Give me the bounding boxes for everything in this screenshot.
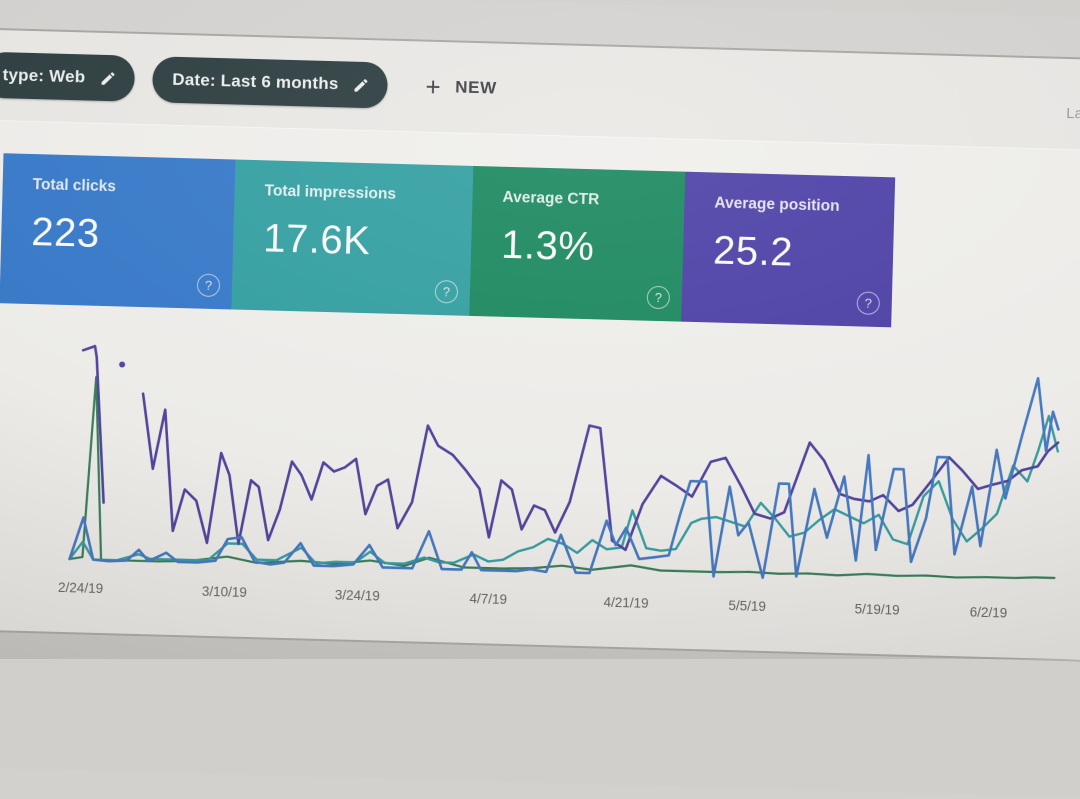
x-tick-label: 3/10/19 — [201, 583, 248, 600]
filter-chip-search-type[interactable]: type: Web — [0, 51, 135, 102]
last-updated-partial-text: La — [1066, 104, 1080, 123]
metric-card-average-position[interactable]: Average position 25.2 ? — [681, 171, 896, 328]
plus-icon: + — [425, 71, 442, 103]
x-tick-label: 3/24/19 — [334, 587, 380, 604]
x-tick-label: 5/5/19 — [728, 598, 767, 615]
edit-pencil-icon[interactable] — [352, 76, 369, 93]
metric-title: Average position — [714, 194, 840, 215]
x-tick-label: 6/2/19 — [969, 604, 1008, 621]
help-icon[interactable]: ? — [434, 279, 459, 304]
edit-pencil-icon[interactable] — [99, 69, 116, 86]
performance-chart[interactable]: 2/24/19 3/10/19 3/24/19 4/7/19 4/21/19 5/5/19… — [58, 333, 1060, 631]
series-point-position — [119, 361, 126, 368]
filter-toolbar: type: Web Date: Last 6 months + NEW La — [0, 26, 1080, 152]
help-icon[interactable]: ? — [196, 273, 221, 298]
metric-value: 17.6K — [262, 216, 371, 264]
new-filter-label: NEW — [455, 77, 497, 98]
metric-value: 25.2 — [712, 228, 794, 275]
filter-chip-date-range[interactable]: Date: Last 6 months — [151, 56, 389, 109]
x-tick-label: 5/19/19 — [854, 601, 900, 618]
filter-chip-label: type: Web — [2, 65, 86, 87]
series-line-position — [141, 392, 1060, 552]
metric-title: Total clicks — [32, 176, 117, 196]
help-icon[interactable]: ? — [646, 285, 671, 310]
x-tick-label: 2/24/19 — [57, 579, 104, 597]
metric-card-total-impressions[interactable]: Total impressions 17.6K ? — [231, 159, 474, 316]
metric-value: 223 — [30, 210, 101, 256]
metric-card-average-ctr[interactable]: Average CTR 1.3% ? — [469, 165, 686, 322]
filter-chip-label: Date: Last 6 months — [172, 69, 339, 94]
metric-title: Average CTR — [502, 188, 600, 209]
metric-card-total-clicks[interactable]: Total clicks 223 ? — [0, 153, 236, 310]
x-tick-label: 4/21/19 — [603, 594, 649, 611]
series-line-position — [81, 344, 105, 504]
metric-title: Total impressions — [264, 182, 397, 203]
help-icon[interactable]: ? — [856, 291, 881, 315]
performance-chart-svg[interactable] — [68, 333, 1060, 595]
performance-panel: Total clicks 223 ? Total impressions 17.… — [0, 118, 1080, 664]
series-line-clicks — [68, 377, 1060, 580]
x-tick-label: 4/7/19 — [469, 591, 508, 608]
metric-cards-row: Total clicks 223 ? Total impressions 17.… — [0, 153, 1080, 334]
metric-value: 1.3% — [500, 222, 595, 270]
new-filter-button[interactable]: + NEW — [419, 72, 503, 102]
